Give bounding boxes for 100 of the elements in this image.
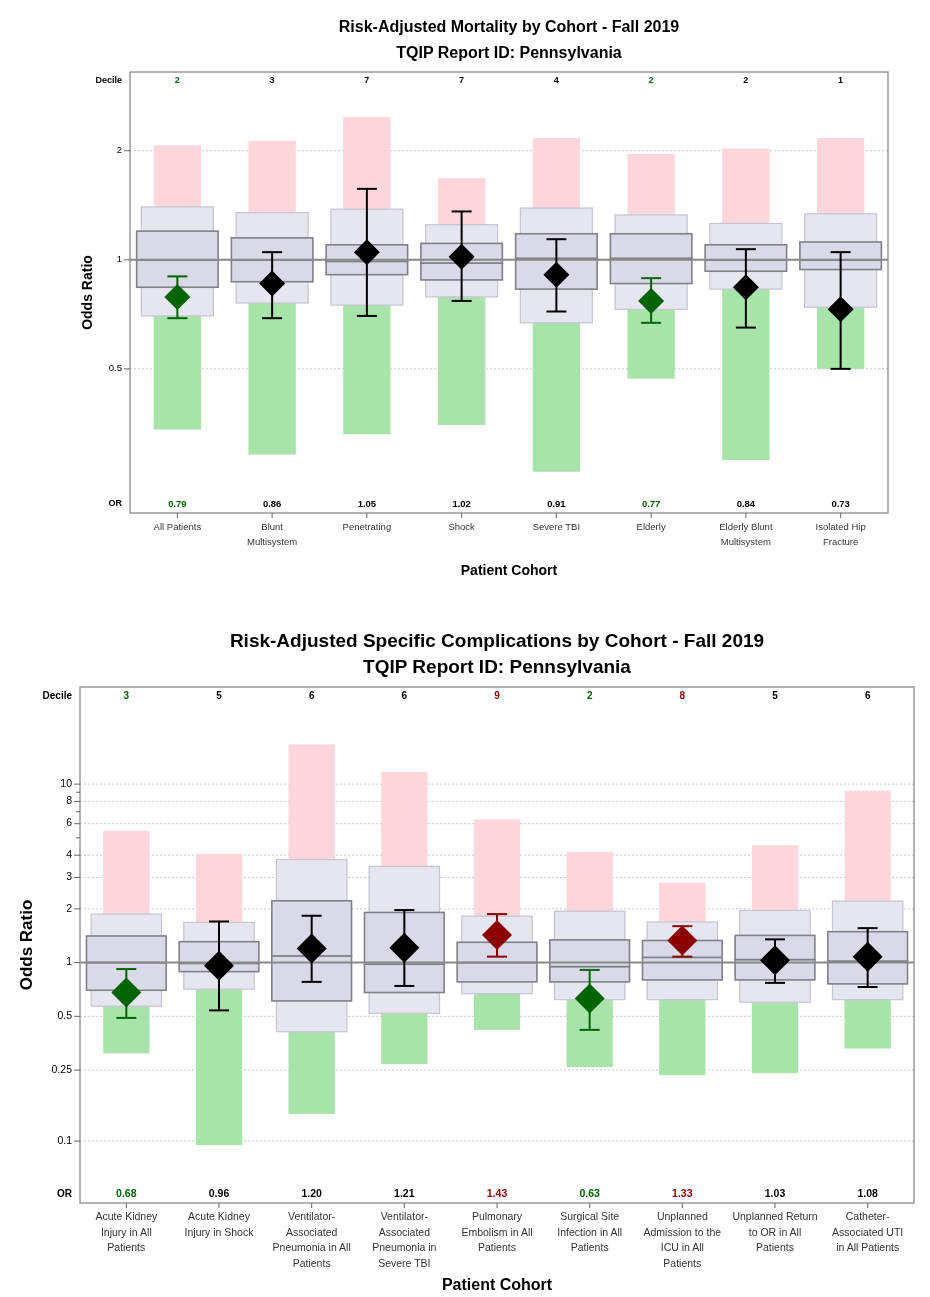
- text: Decile: [95, 75, 122, 86]
- annotation: 2: [743, 75, 749, 86]
- annotation: 1.43: [486, 1186, 508, 1199]
- bar: [722, 148, 770, 224]
- annotation: 6: [308, 689, 315, 701]
- x-tick-label: Ventilator-Associated Pneumonia in Severe TBI: [372, 1210, 437, 1269]
- annotation: 2: [648, 75, 654, 86]
- annotation: 9: [494, 689, 501, 701]
- annotation: 7: [364, 75, 370, 86]
- bar: [343, 305, 391, 435]
- bar: [437, 296, 486, 425]
- x-tick-label: Catheter-Associated UTI in All Patients: [832, 1210, 904, 1253]
- bar: [566, 851, 613, 912]
- bar: [437, 178, 486, 225]
- annotation: 1: [838, 75, 844, 86]
- y-axis-title: Odds Ratio: [79, 255, 95, 330]
- bar: [473, 993, 521, 1030]
- bar: [288, 1031, 335, 1114]
- bar: [816, 137, 865, 214]
- point: [482, 919, 512, 950]
- annotation: 0.73: [831, 497, 850, 509]
- annotation: 8: [679, 689, 686, 701]
- bar: [288, 744, 335, 860]
- annotation: 6: [864, 689, 871, 701]
- y-tick-label: 6: [66, 816, 73, 829]
- annotation: 0.68: [116, 1186, 137, 1199]
- annotation: 2: [174, 75, 180, 86]
- x-tick-label: Surgical Site Infection in All Patients: [557, 1210, 623, 1253]
- bar: [153, 145, 202, 207]
- annotation: 1.20: [301, 1186, 323, 1199]
- bar: [103, 830, 150, 915]
- annotation: 0.86: [262, 497, 282, 509]
- annotation: 1.33: [672, 1186, 693, 1199]
- text: Decile: [42, 689, 73, 701]
- bar: [722, 289, 770, 461]
- annotation: 5: [772, 689, 779, 701]
- x-tick-label: All Patients: [153, 521, 202, 532]
- x-tick-label: Acute Kidney Injury in Shock: [184, 1210, 255, 1238]
- text: OR: [57, 1187, 73, 1199]
- x-tick-label: Isolated Hip Fracture: [815, 521, 866, 547]
- annotation: 1.08: [857, 1186, 879, 1199]
- chart-subtitle: TQIP Report ID: Pennsylvania: [396, 44, 622, 61]
- bar: [248, 302, 296, 455]
- annotation: 0.77: [641, 497, 661, 509]
- bar: [751, 1002, 799, 1074]
- bar: [844, 999, 891, 1049]
- point: [827, 296, 854, 323]
- annotation: 1.02: [452, 497, 471, 509]
- annotation: 0.79: [168, 497, 187, 509]
- annotation: 0.84: [736, 497, 756, 509]
- bar: [381, 771, 428, 867]
- x-tick-label: Blunt Multisystem: [247, 521, 298, 547]
- bar: [195, 853, 243, 923]
- x-tick-label: Penetrating: [342, 521, 392, 532]
- y-tick-label: 10: [60, 776, 73, 789]
- y-tick-label: 1: [66, 955, 73, 968]
- bar: [659, 999, 706, 1076]
- x-tick-label: Elderly Blunt Multisystem: [719, 521, 773, 547]
- annotation: 7: [459, 75, 465, 86]
- bar: [627, 309, 675, 379]
- x-tick-label: Elderly: [636, 521, 666, 532]
- annotation: 2: [586, 689, 593, 701]
- annotation: 5: [216, 689, 223, 701]
- y-tick-label: 8: [66, 794, 73, 807]
- annotation: 4: [553, 75, 559, 86]
- y-tick-label: 3: [66, 870, 73, 883]
- bar: [473, 819, 521, 917]
- text: OR: [108, 498, 123, 509]
- bar: [195, 989, 243, 1146]
- y-tick-label: 2: [116, 144, 122, 156]
- bar: [844, 790, 891, 902]
- y-tick-label: 0.1: [57, 1133, 73, 1146]
- bar: [103, 1006, 150, 1054]
- x-tick-label: Ventilator-Associated Pneumonia in All Patients: [272, 1210, 351, 1269]
- annotation: 1.05: [357, 497, 377, 509]
- bar: [751, 845, 799, 911]
- bar: [566, 999, 613, 1068]
- point: [638, 287, 665, 314]
- bar: [381, 1013, 428, 1065]
- x-axis-title: Patient Cohort: [460, 562, 558, 578]
- point: [574, 983, 605, 1014]
- chart-subtitle: TQIP Report ID: Pennsylvania: [363, 656, 632, 677]
- bar: [343, 116, 391, 210]
- y-tick-label: 1: [116, 253, 122, 265]
- point: [164, 283, 191, 310]
- bar: [153, 315, 202, 430]
- annotation: 1.21: [394, 1186, 415, 1199]
- bar: [532, 322, 581, 472]
- y-tick-label: 4: [66, 847, 73, 860]
- annotation: 6: [401, 689, 408, 701]
- chart-title: Risk-Adjusted Specific Complications by Cohort - Fall 2019: [229, 630, 765, 651]
- annotation: 0.63: [579, 1186, 601, 1199]
- x-tick-label: Acute Kidney Injury in All Patients: [95, 1210, 159, 1253]
- bar: [532, 137, 581, 209]
- y-axis-title: Odds Ratio: [17, 899, 36, 991]
- x-tick-label: Shock: [448, 521, 476, 532]
- y-tick-label: 0.5: [108, 362, 122, 374]
- point: [259, 270, 286, 297]
- y-tick-label: 0.25: [51, 1062, 73, 1075]
- x-tick-label: Unplanned Return to OR in All Patients: [732, 1210, 818, 1253]
